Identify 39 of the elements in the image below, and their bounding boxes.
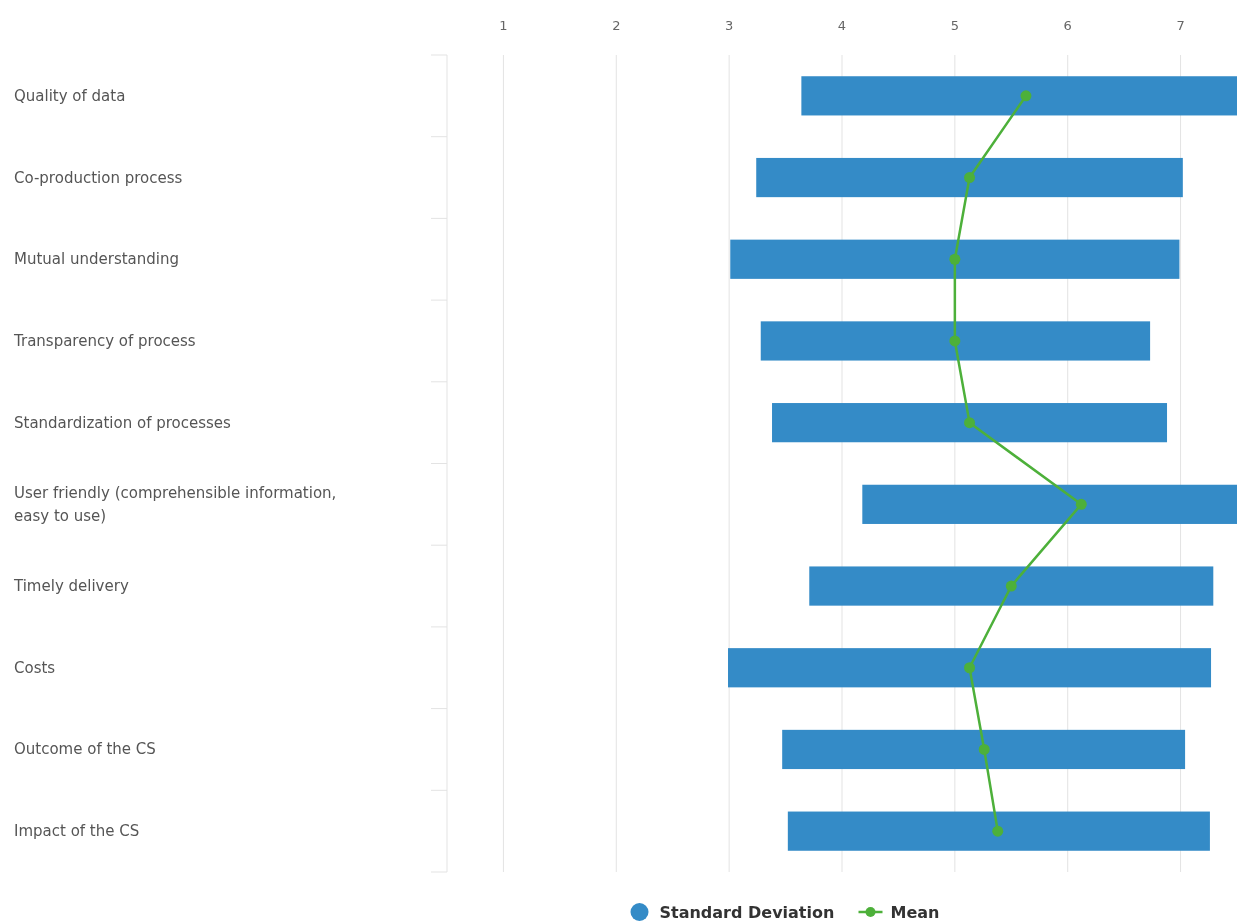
- y-tick-label: Impact of the CS: [14, 822, 140, 841]
- point: [949, 335, 961, 347]
- x-tick-label: 5: [950, 18, 959, 33]
- bar: [756, 157, 1183, 198]
- y-tick-label: Quality of data: [14, 86, 126, 105]
- point: [964, 662, 976, 674]
- x-tick-label: 4: [837, 18, 847, 33]
- y-tick-label: Mutual understanding: [14, 250, 180, 269]
- point: [978, 743, 990, 755]
- bar: [782, 729, 1186, 770]
- bar: [801, 76, 1237, 116]
- point: [992, 825, 1004, 837]
- bar: [787, 811, 1210, 851]
- bar: [760, 321, 1151, 361]
- point: [964, 417, 976, 429]
- point: [1020, 90, 1032, 102]
- bar: [862, 484, 1237, 524]
- legend-label: Standard Deviation: [659, 903, 835, 922]
- point: [1005, 580, 1017, 592]
- point: [1075, 498, 1087, 510]
- x-tick-label: 1: [499, 18, 508, 33]
- x-tick-label: 6: [1063, 18, 1072, 33]
- bar: [730, 239, 1180, 279]
- y-tick-label: Outcome of the CS: [14, 740, 156, 759]
- x-tick-label: 2: [612, 18, 621, 33]
- y-tick-label: Costs: [14, 658, 56, 677]
- y-tick-label: Transparency of process: [13, 331, 196, 350]
- point: [964, 172, 976, 184]
- legend-label: Mean: [890, 903, 940, 922]
- bar: [728, 648, 1212, 688]
- y-tick-label: User friendly (comprehensible information, easy to use): [14, 484, 337, 526]
- x-tick-label: 3: [725, 18, 734, 33]
- y-tick-label: Standardization of processes: [14, 413, 232, 432]
- y-tick-label: Timely delivery: [13, 577, 129, 596]
- bar: [772, 403, 1168, 443]
- x-tick-label: 7: [1176, 18, 1185, 33]
- y-tick-label: Co-production process: [14, 168, 183, 187]
- point: [949, 253, 961, 265]
- bar: [809, 566, 1214, 606]
